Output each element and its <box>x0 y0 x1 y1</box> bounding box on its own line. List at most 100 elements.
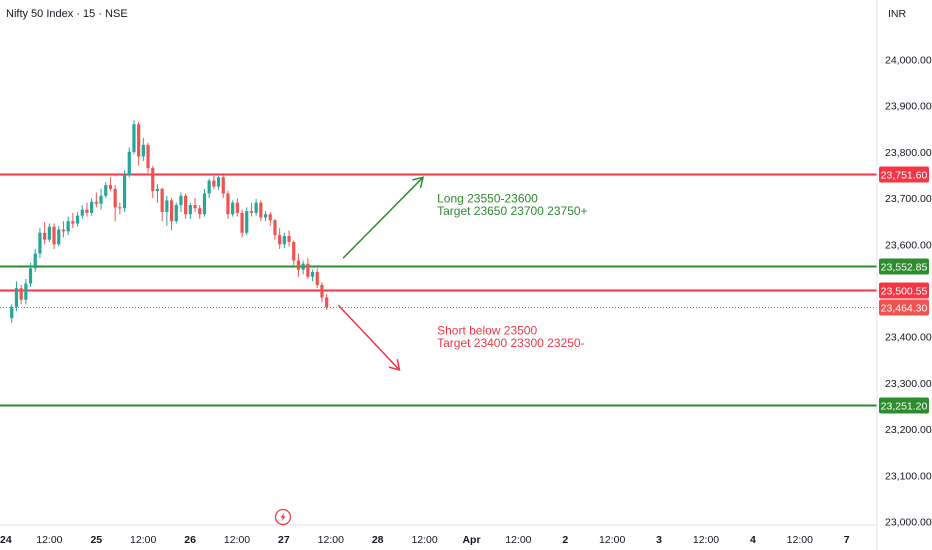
candle[interactable] <box>165 195 169 226</box>
candle[interactable] <box>268 211 272 226</box>
candle[interactable] <box>118 202 122 215</box>
time-axis[interactable]: 24 12:00 25 12:00 26 12:00 27 12:00 28 12:00 Apr 12… <box>0 534 850 546</box>
candle[interactable] <box>66 216 70 236</box>
candle[interactable] <box>325 294 329 310</box>
candle[interactable] <box>137 121 141 166</box>
candle-body <box>127 151 131 175</box>
candle[interactable] <box>43 222 47 245</box>
x-tick-label: 12:00 <box>693 534 719 546</box>
candle[interactable] <box>184 193 188 219</box>
candle-body <box>287 235 291 242</box>
candle[interactable] <box>301 260 305 275</box>
candle[interactable] <box>94 192 98 208</box>
candle[interactable] <box>231 200 235 217</box>
candle[interactable] <box>249 202 254 217</box>
y-tick-label: 23,800.00 <box>885 147 932 159</box>
candle-body <box>52 226 56 245</box>
candle-body <box>90 201 94 213</box>
price-axis[interactable]: 24,000.00 23,900.00 23,800.00 23,700.00 23,6… <box>885 55 932 529</box>
candle[interactable] <box>75 211 80 227</box>
candle[interactable] <box>259 200 263 222</box>
candle[interactable] <box>57 225 61 247</box>
candle[interactable] <box>207 178 211 199</box>
candle[interactable] <box>212 175 216 189</box>
candle[interactable] <box>198 205 202 219</box>
candle[interactable] <box>169 198 174 231</box>
candles-layer <box>10 120 329 323</box>
candle[interactable] <box>19 284 23 305</box>
candle[interactable] <box>90 198 94 216</box>
candle[interactable] <box>179 192 183 212</box>
candle[interactable] <box>320 282 324 303</box>
candle[interactable] <box>310 269 315 282</box>
candle[interactable] <box>61 221 66 238</box>
candle[interactable] <box>28 262 33 287</box>
candle[interactable] <box>292 240 296 266</box>
candle[interactable] <box>132 120 136 155</box>
level-badge-label: 23,251.20 <box>881 401 928 413</box>
candle[interactable] <box>104 181 108 199</box>
candle[interactable] <box>127 147 131 178</box>
candle-body <box>71 221 75 224</box>
candle[interactable] <box>71 212 75 229</box>
candle[interactable] <box>273 218 277 240</box>
candle[interactable] <box>306 258 310 279</box>
candle[interactable] <box>240 209 244 238</box>
candle[interactable] <box>160 187 164 222</box>
candle[interactable] <box>282 232 286 248</box>
y-tick-label: 23,100.00 <box>885 470 932 482</box>
x-tick-label: 12:00 <box>411 534 437 546</box>
candle[interactable] <box>38 228 42 259</box>
candle-body <box>132 124 136 152</box>
candle-body <box>75 215 80 224</box>
y-tick-label: 24,000.00 <box>885 55 932 67</box>
candle-body <box>38 232 42 254</box>
candle[interactable] <box>216 175 221 190</box>
lightning-icon[interactable] <box>274 508 292 526</box>
candle[interactable] <box>108 177 113 192</box>
candle[interactable] <box>296 253 301 277</box>
candle[interactable] <box>278 228 282 249</box>
currency-label[interactable]: INR <box>888 8 907 20</box>
candle[interactable] <box>85 202 89 217</box>
candle[interactable] <box>52 223 56 249</box>
candle[interactable] <box>245 207 249 236</box>
candle[interactable] <box>235 198 239 217</box>
candle[interactable] <box>80 205 84 219</box>
candle[interactable] <box>315 268 319 289</box>
candle[interactable] <box>254 199 258 216</box>
candle-body <box>292 241 296 261</box>
candle[interactable] <box>287 230 291 247</box>
y-tick-label: 23,200.00 <box>885 424 932 436</box>
candle[interactable] <box>24 278 28 305</box>
x-tick-label: 25 <box>90 534 102 546</box>
candle[interactable] <box>155 184 160 203</box>
candle-body <box>184 195 188 215</box>
x-tick-label: 12:00 <box>318 534 344 546</box>
annotation-text: Target 23650 23700 23750+ <box>437 204 587 218</box>
symbol-title[interactable]: Nifty 50 Index · 15 · NSE <box>6 8 128 20</box>
y-tick-label: 23,000.00 <box>885 517 932 529</box>
candle[interactable] <box>202 188 207 217</box>
candle-body <box>155 188 160 192</box>
candle[interactable] <box>151 165 155 199</box>
candle[interactable] <box>47 223 51 242</box>
last-price-badge <box>879 299 929 316</box>
candle[interactable] <box>188 202 192 219</box>
candle[interactable] <box>221 175 225 199</box>
candle[interactable] <box>10 304 14 323</box>
candle[interactable] <box>174 202 178 224</box>
candle[interactable] <box>99 188 103 210</box>
candle[interactable] <box>263 211 268 222</box>
candle[interactable] <box>141 138 145 162</box>
candle[interactable] <box>146 142 150 173</box>
candle[interactable] <box>113 185 117 222</box>
candle[interactable] <box>226 190 230 219</box>
candle[interactable] <box>14 281 19 312</box>
candle[interactable] <box>33 248 37 273</box>
candle[interactable] <box>122 170 127 212</box>
candle[interactable] <box>193 198 197 212</box>
